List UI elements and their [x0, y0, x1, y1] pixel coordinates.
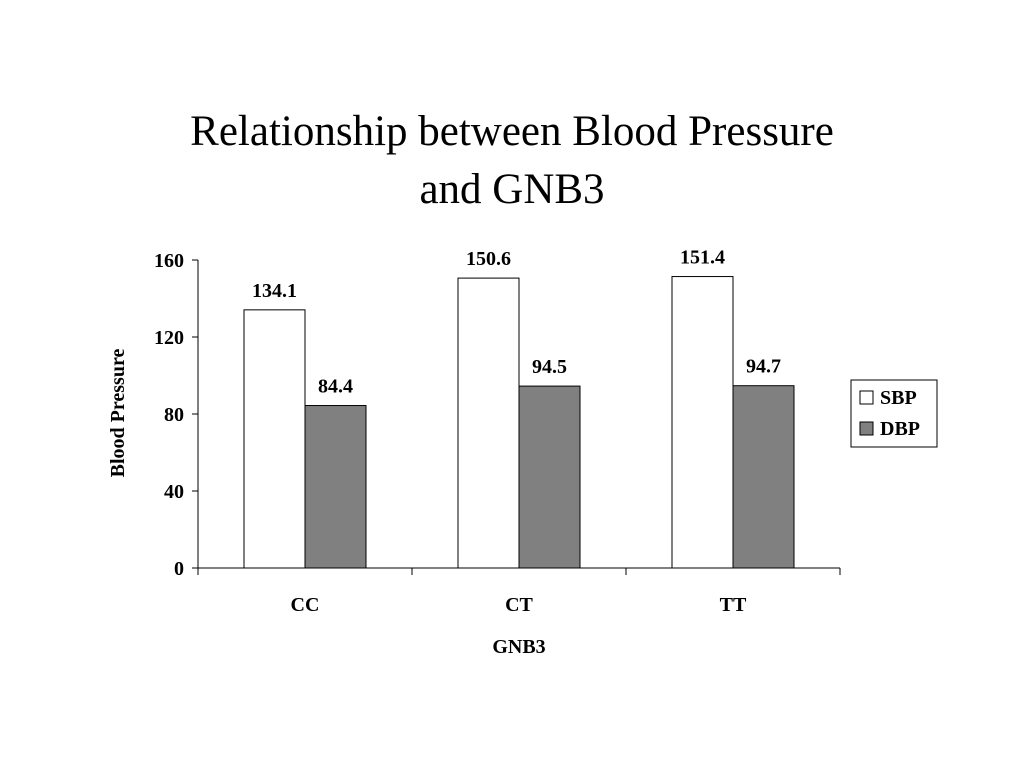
legend: SBP DBP: [850, 379, 938, 448]
x-tick-label-cc: CC: [291, 594, 320, 616]
data-label-sbp-ct: 150.6: [466, 248, 511, 270]
data-label-dbp-tt: 94.7: [746, 356, 781, 378]
y-axis-title: Blood Pressure: [107, 349, 129, 478]
legend-swatch-dbp: [859, 421, 874, 436]
chart-title-line-2: and GNB3: [419, 165, 605, 213]
y-tick-label-160: 160: [154, 250, 184, 272]
chart-title-line-1: Relationship between Blood Pressure: [190, 107, 834, 155]
bars-layer: [243, 276, 795, 569]
axes-layer: CC CT TT 0 40 80 120 160: [154, 250, 841, 616]
bar-sbp-tt: [671, 276, 734, 569]
legend-label-sbp: SBP: [880, 387, 917, 409]
y-tick-label-40: 40: [164, 481, 184, 503]
data-label-sbp-tt: 151.4: [680, 247, 725, 269]
data-label-sbp-cc: 134.1: [252, 280, 297, 302]
bar-sbp-cc: [243, 309, 306, 569]
y-tick-label-0: 0: [174, 558, 184, 580]
x-axis-title: GNB3: [492, 636, 545, 658]
x-tick-label-tt: TT: [720, 594, 747, 616]
data-label-dbp-ct: 94.5: [532, 356, 567, 378]
bar-dbp-tt: [732, 385, 795, 569]
legend-swatch-sbp: [859, 390, 874, 405]
x-tick-label-ct: CT: [505, 594, 533, 616]
data-label-dbp-cc: 84.4: [318, 376, 353, 398]
y-tick-label-120: 120: [154, 327, 184, 349]
bar-sbp-ct: [457, 277, 520, 569]
bar-dbp-ct: [518, 385, 581, 569]
y-tick-label-80: 80: [164, 404, 184, 426]
legend-label-dbp: DBP: [880, 418, 920, 440]
data-labels-layer: 134.1 84.4 150.6 94.5 151.4 94.7: [252, 247, 781, 398]
chart-title: Relationship between Blood Pressure and …: [0, 103, 1024, 219]
bar-dbp-cc: [304, 405, 367, 569]
